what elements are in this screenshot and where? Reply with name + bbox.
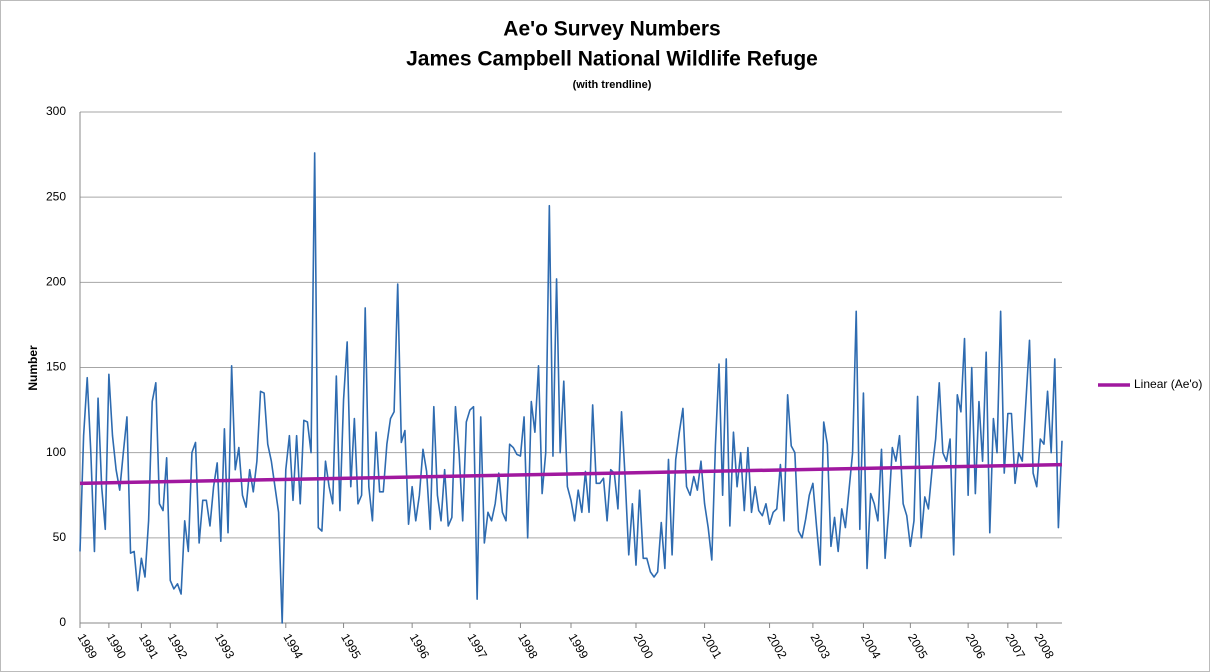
y-tick-label: 0	[59, 615, 66, 629]
y-tick-label: 200	[46, 275, 66, 289]
y-tick-label: 100	[46, 445, 66, 459]
legend-label: Linear (Ae'o)	[1134, 377, 1202, 391]
chart-note: (with trendline)	[573, 79, 652, 91]
y-tick-label: 250	[46, 189, 66, 203]
chart-subtitle: James Campbell National Wildlife Refuge	[406, 48, 818, 71]
y-tick-label: 50	[53, 530, 67, 544]
trendline	[79, 462, 1063, 486]
chart-title: Ae'o Survey Numbers	[503, 18, 720, 41]
y-tick-label: 300	[46, 104, 66, 118]
data-line	[79, 152, 1063, 624]
y-axis-label: Number	[26, 345, 40, 391]
y-tick-label: 150	[46, 360, 66, 374]
